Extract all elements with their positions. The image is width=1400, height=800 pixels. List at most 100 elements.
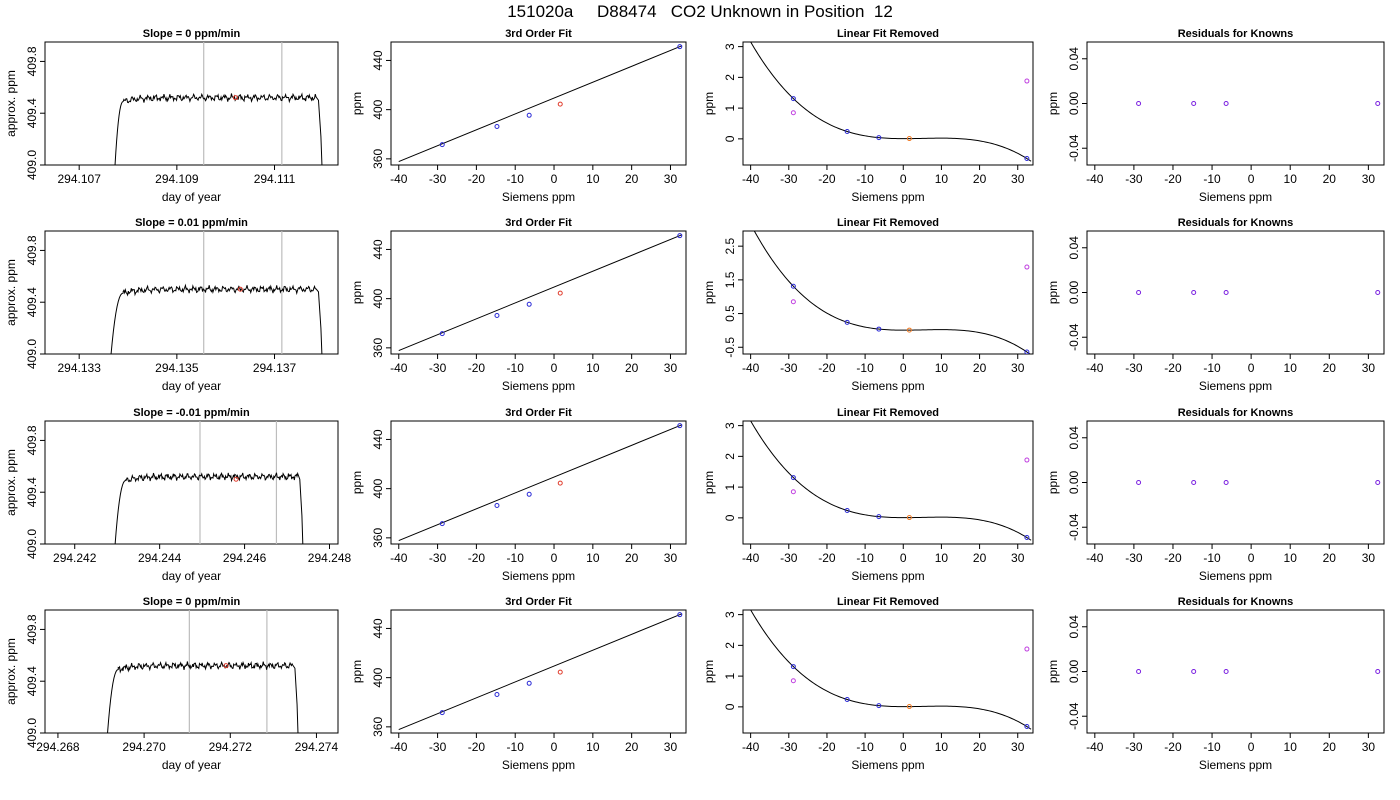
x-tick-label: -20 [1164,361,1182,375]
x-tick-label: -40 [742,172,760,186]
plot-frame [390,230,687,355]
figure-title: 151020a D88474 CO2 Unknown in Position 1… [507,2,893,21]
x-tick-label: 0 [1248,361,1255,375]
x-tick-label: -40 [742,551,760,565]
x-tick-label: -10 [507,740,525,754]
x-tick-label: -10 [1203,172,1221,186]
plot-frame [742,609,1034,734]
panel-fit-row1: 3rd Order Fit Siemens ppm ppm -40 -30 -20 -10 0… [350,217,687,393]
panel-title: Linear Fit Removed [837,596,939,608]
known-point [790,664,796,670]
x-tick-label: 30 [1362,551,1376,565]
unknown-point [557,669,563,675]
residual-point [1223,480,1229,485]
x-tick-label: 294.274 [295,740,339,754]
y-tick-label: -0.5 [723,337,737,358]
x-tick-label: 294.111 [254,172,296,186]
plot-frame [1086,230,1385,355]
residual-point [1375,101,1381,106]
y-tick-label: 0.00 [1067,659,1081,683]
known-point [526,491,532,497]
x-tick-label: 20 [625,551,639,565]
residual-point [1136,290,1142,295]
plot-frame [44,609,339,734]
x-tick-label: 20 [973,740,987,754]
panel-linear-row2: Linear Fit Removed Siemens ppm ppm -40 -30 -2… [702,407,1034,583]
x-tick-label: -20 [468,361,486,375]
x-tick-label: 20 [973,172,987,186]
x-tick-label: 0 [1248,172,1255,186]
x-tick-label: -10 [507,361,525,375]
x-tick-label: -30 [780,551,798,565]
known-point [1024,156,1030,162]
y-tick-label: 400 [371,478,385,498]
x-tick-label: 20 [973,551,987,565]
x-axis-label: day of year [162,190,221,204]
x-tick-label: 30 [664,361,678,375]
x-axis-label: day of year [162,758,221,772]
known-point [439,521,445,527]
x-tick-label: -30 [429,740,447,754]
x-tick-label: -10 [856,361,874,375]
x-tick-label: 20 [625,172,639,186]
y-tick-label: 1 [723,672,737,679]
panel-linear-row0: Linear Fit Removed Siemens ppm ppm -40 -30 -2… [702,28,1034,204]
y-tick-label: 409.8 [25,235,39,265]
x-tick-label: 20 [1323,740,1337,754]
y-tick-label: 1 [723,483,737,490]
x-tick-label: -30 [780,361,798,375]
x-tick-label: 294.268 [36,740,80,754]
known-point [844,696,850,702]
offset-point [1024,646,1030,652]
fit-line [398,424,683,542]
x-tick-label: 10 [935,172,949,186]
x-axis-label: Siemens ppm [502,379,575,393]
x-tick-label: -40 [390,361,408,375]
plot-data [398,612,683,731]
offset-point [790,110,796,116]
offset-point [1024,264,1030,270]
time-series-line [110,283,323,354]
known-point [494,313,500,319]
known-point [1024,724,1030,730]
known-point [844,128,850,134]
known-point [1024,535,1030,541]
x-axis-label: Siemens ppm [1199,379,1272,393]
x-tick-label: -40 [390,740,408,754]
y-tick-label: 409.4 [25,477,39,507]
x-tick-label: -20 [468,172,486,186]
panel-title: Residuals for Knowns [1178,407,1294,419]
fit-line [398,45,683,163]
plot-data [750,610,1032,730]
known-point [526,112,532,118]
y-tick-label: 3 [723,43,737,50]
x-tick-label: 294.109 [155,172,199,186]
panel-title: Slope = 0.01 ppm/min [135,217,248,229]
x-tick-label: 294.270 [122,740,166,754]
y-tick-label: 409.8 [25,614,39,644]
unknown-point [906,136,912,142]
x-tick-label: 0 [900,551,907,565]
plot-frame [44,420,339,545]
known-point [494,692,500,698]
x-axis-label: Siemens ppm [502,190,575,204]
x-tick-label: 0 [551,740,558,754]
x-tick-label: -40 [1086,551,1104,565]
x-axis-label: Siemens ppm [851,569,924,583]
known-point [790,96,796,102]
x-axis-label: Siemens ppm [1199,758,1272,772]
y-axis-label: ppm [1046,281,1060,304]
y-tick-label: 0.04 [1067,615,1081,639]
known-point [876,514,882,520]
x-tick-label: 0 [900,740,907,754]
plot-data [398,423,683,542]
offset-point [1024,457,1030,463]
y-tick-label: 2.5 [723,238,737,255]
y-tick-label: 3 [723,422,737,429]
x-tick-label: 0 [1248,740,1255,754]
x-tick-label: 30 [664,172,678,186]
residual-point [1136,669,1142,674]
time-series-line [114,92,323,165]
plot-data [1136,101,1381,106]
y-tick-label: 440 [371,429,385,449]
